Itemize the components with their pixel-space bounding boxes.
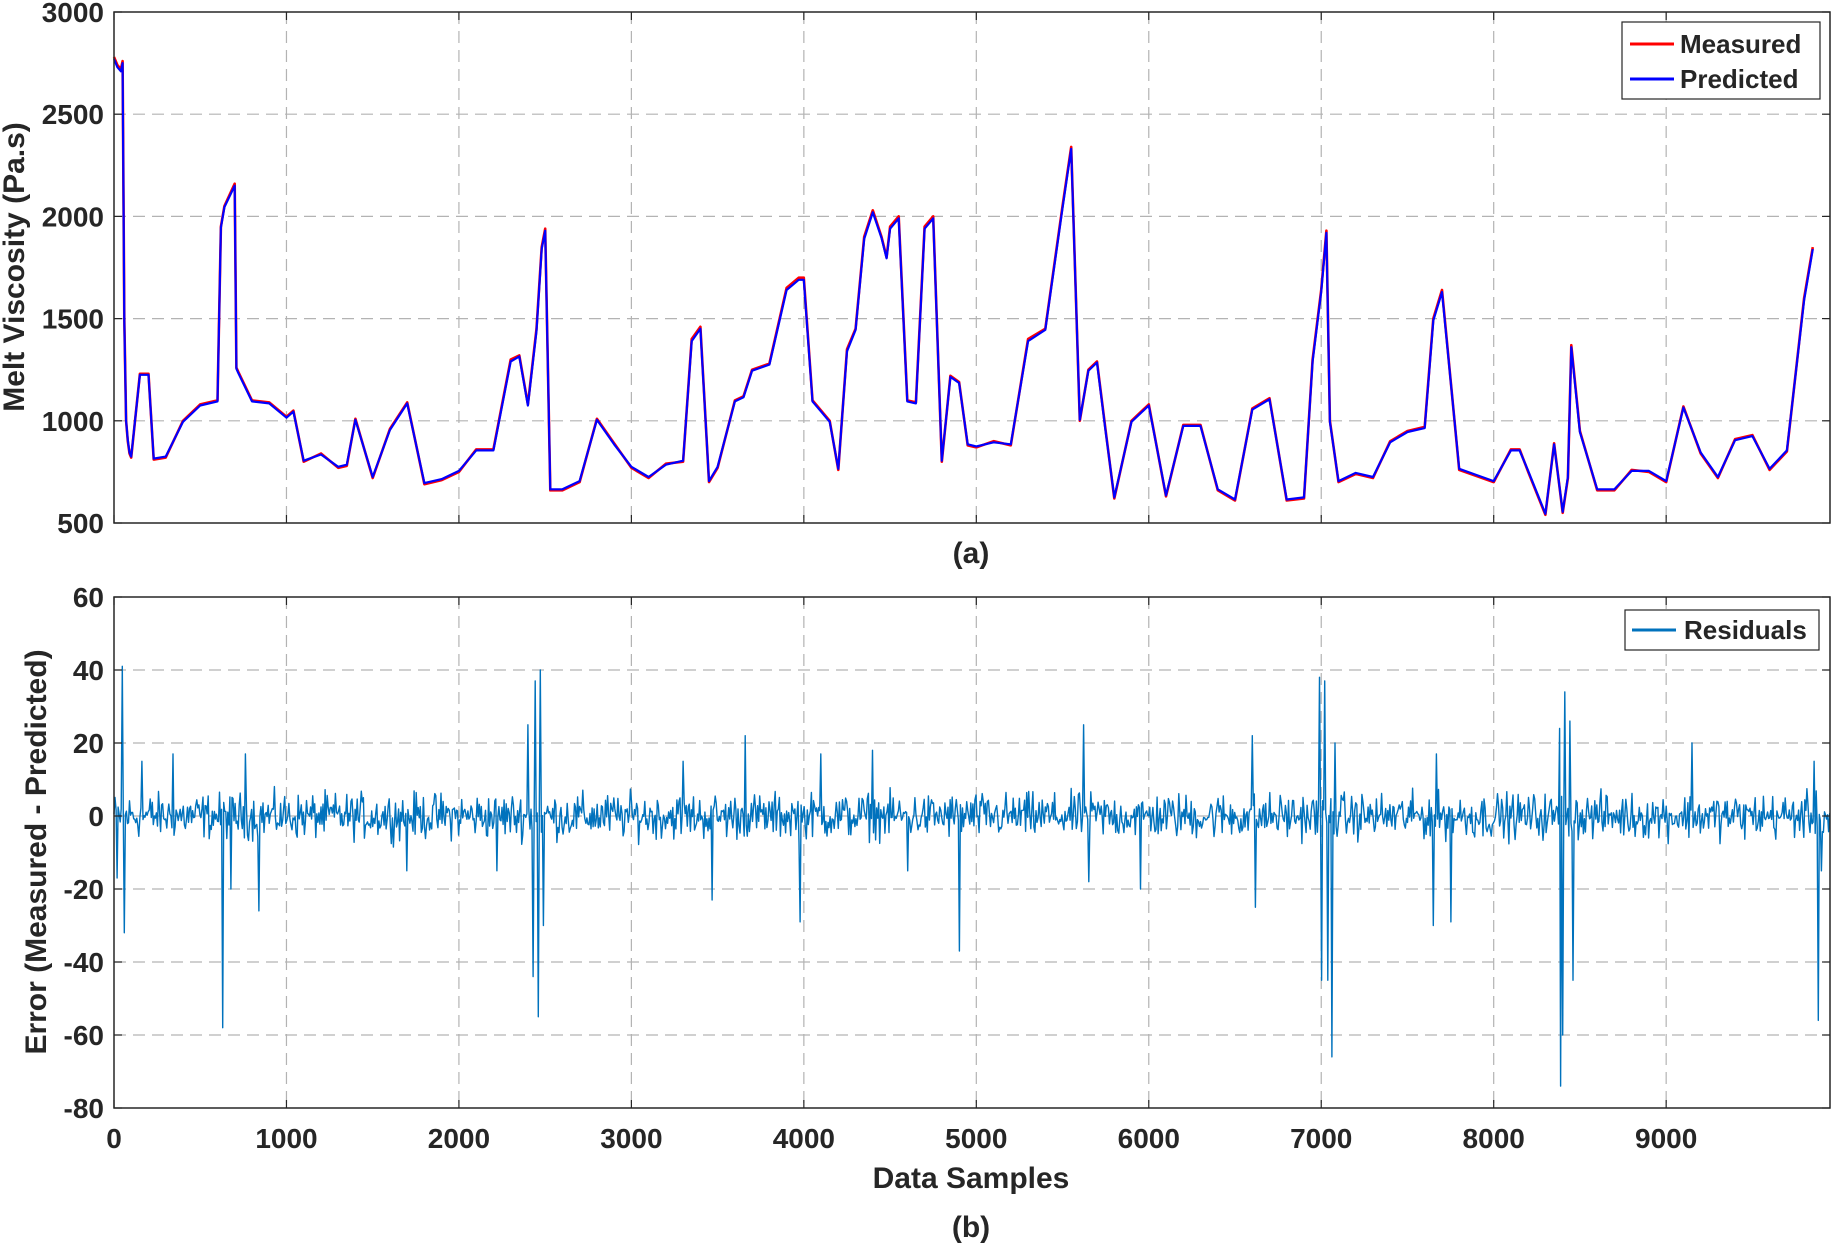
residuals-x-tick-label: 6000: [1118, 1123, 1180, 1154]
residuals-x-tick-label: 3000: [600, 1123, 662, 1154]
viscosity-y-tick-label: 1500: [42, 304, 104, 335]
residuals-y-tick-label: 60: [73, 582, 104, 613]
residuals-panel: 0 1000 2000 3000 4000 5000 6000 7000 8000 9000 -80…: [20, 582, 1831, 1244]
residuals-x-tick-label: 4000: [773, 1123, 835, 1154]
viscosity-y-tick-label: 3000: [42, 0, 104, 28]
residuals-y-tick-label: 0: [88, 801, 104, 832]
residuals-legend: Residuals: [1624, 609, 1820, 651]
residuals-line: [113, 665, 1831, 1087]
viscosity-legend-box: [1621, 21, 1821, 100]
residuals-x-tick-label: 5000: [945, 1123, 1007, 1154]
residuals-x-tick-label: 1000: [255, 1123, 317, 1154]
panel-a-label: (a): [953, 537, 990, 570]
residuals-ticks: 0 1000 2000 3000 4000 5000 6000 7000 8000 9000 -80…: [64, 582, 1830, 1154]
residuals-x-tick-label: 0: [106, 1123, 122, 1154]
residuals-y-axis-label: Error (Measured - Predicted): [20, 649, 53, 1054]
viscosity-y-tick-label: 500: [57, 508, 104, 539]
residuals-y-tick-label: 20: [73, 728, 104, 759]
predicted-line: [112, 58, 1814, 515]
residuals-x-tick-label: 8000: [1463, 1123, 1525, 1154]
viscosity-legend: Measured Predicted: [1621, 21, 1821, 100]
viscosity-series: [112, 56, 1815, 517]
residuals-x-tick-label: 7000: [1290, 1123, 1352, 1154]
legend-label-measured: Measured: [1680, 29, 1801, 59]
legend-label-residuals: Residuals: [1684, 615, 1807, 645]
residuals-y-tick-label: -60: [64, 1020, 104, 1051]
residuals-series: [113, 665, 1831, 1087]
residuals-y-tick-label: -80: [64, 1093, 104, 1124]
residuals-plot-frame: [113, 596, 1831, 1109]
residuals-y-tick-label: 40: [73, 655, 104, 686]
residuals-y-tick-label: -40: [64, 947, 104, 978]
viscosity-y-tick-label: 1000: [42, 406, 104, 437]
viscosity-plot-frame: [113, 11, 1831, 524]
panel-b-label: (b): [952, 1211, 990, 1244]
viscosity-y-axis-label: Melt Viscosity (Pa.s): [0, 122, 31, 412]
residuals-x-tick-label: 2000: [428, 1123, 490, 1154]
viscosity-y-tick-label: 2500: [42, 99, 104, 130]
residuals-y-tick-label: -20: [64, 874, 104, 905]
residuals-grid: [114, 597, 1830, 1108]
legend-label-predicted: Predicted: [1680, 64, 1799, 94]
viscosity-ticks: 500 1000 1500 2000 2500 3000: [42, 0, 1830, 539]
viscosity-y-tick-label: 2000: [42, 201, 104, 232]
viscosity-panel: 500 1000 1500 2000 2500 3000 Melt Viscosity (…: [0, 0, 1831, 570]
viscosity-plot-background: [114, 12, 1830, 523]
residuals-x-tick-label: 9000: [1635, 1123, 1697, 1154]
residuals-plot-background: [114, 597, 1830, 1108]
residuals-x-axis-label: Data Samples: [873, 1162, 1070, 1195]
